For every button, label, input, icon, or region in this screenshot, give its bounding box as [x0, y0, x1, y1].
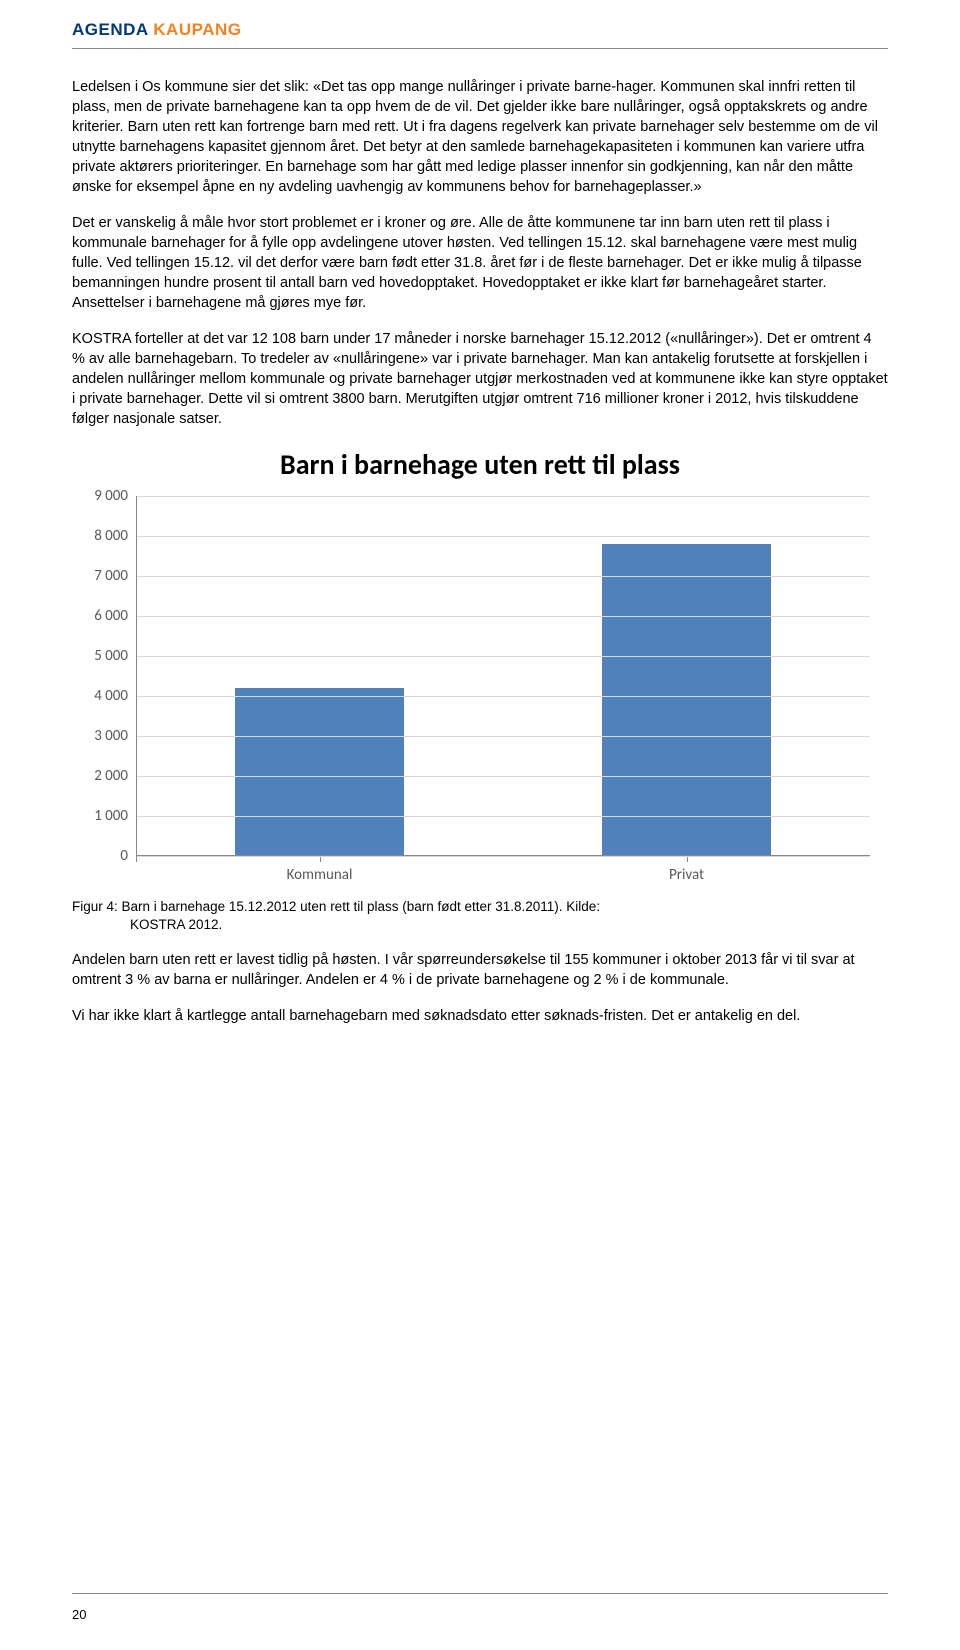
chart-bars-container [136, 496, 870, 856]
chart-y-tick-label: 3 000 [94, 727, 136, 745]
chart-y-axis [136, 496, 137, 862]
body-paragraph-5: Vi har ikke klart å kartlegge antall bar… [72, 1006, 888, 1026]
chart-y-tick-label: 1 000 [94, 807, 136, 825]
chart-x-labels: KommunalPrivat [136, 866, 870, 884]
chart-gridline [136, 736, 870, 737]
chart-x-label: Privat [503, 866, 870, 884]
brand-logo: AGENDA KAUPANG [72, 20, 888, 40]
chart-y-tick-label: 4 000 [94, 687, 136, 705]
chart-gridline [136, 656, 870, 657]
body-paragraph-3: KOSTRA forteller at det var 12 108 barn … [72, 329, 888, 429]
chart-gridline [136, 616, 870, 617]
chart-gridline [136, 856, 870, 857]
caption-line-1: Figur 4: Barn i barnehage 15.12.2012 ute… [72, 899, 600, 914]
chart-bar-slot [503, 496, 870, 856]
chart-plot-area: 01 0002 0003 0004 0005 0006 0007 0008 00… [136, 496, 870, 856]
chart-y-tick-label: 7 000 [94, 567, 136, 585]
chart-y-tick-label: 2 000 [94, 767, 136, 785]
chart-gridline [136, 496, 870, 497]
chart-y-tick-label: 0 [120, 847, 136, 865]
chart-bar-slot [136, 496, 503, 856]
chart-bar [602, 544, 771, 856]
caption-line-2: KOSTRA 2012. [72, 916, 888, 934]
chart-bar [235, 688, 404, 856]
chart-y-tick-label: 8 000 [94, 527, 136, 545]
chart-gridline [136, 576, 870, 577]
body-paragraph-1: Ledelsen i Os kommune sier det slik: «De… [72, 77, 888, 197]
chart-title: Barn i barnehage uten rett til plass [72, 447, 888, 482]
chart-gridline [136, 776, 870, 777]
page-number: 20 [72, 1607, 86, 1622]
footer-rule [72, 1593, 888, 1594]
chart-gridline [136, 536, 870, 537]
chart-x-axis [136, 855, 870, 856]
chart-y-tick-label: 5 000 [94, 647, 136, 665]
bar-chart: Barn i barnehage uten rett til plass 01 … [72, 447, 888, 884]
body-paragraph-2: Det er vanskelig å måle hvor stort probl… [72, 213, 888, 313]
chart-gridline [136, 816, 870, 817]
chart-gridline [136, 696, 870, 697]
body-paragraph-4: Andelen barn uten rett er lavest tidlig … [72, 950, 888, 990]
chart-x-label: Kommunal [136, 866, 503, 884]
chart-y-tick-label: 9 000 [94, 487, 136, 505]
header-rule [72, 48, 888, 49]
chart-y-tick-label: 6 000 [94, 607, 136, 625]
logo-part-kaupang: KAUPANG [153, 20, 241, 39]
logo-part-agenda: AGENDA [72, 20, 148, 39]
figure-caption: Figur 4: Barn i barnehage 15.12.2012 ute… [72, 898, 888, 934]
